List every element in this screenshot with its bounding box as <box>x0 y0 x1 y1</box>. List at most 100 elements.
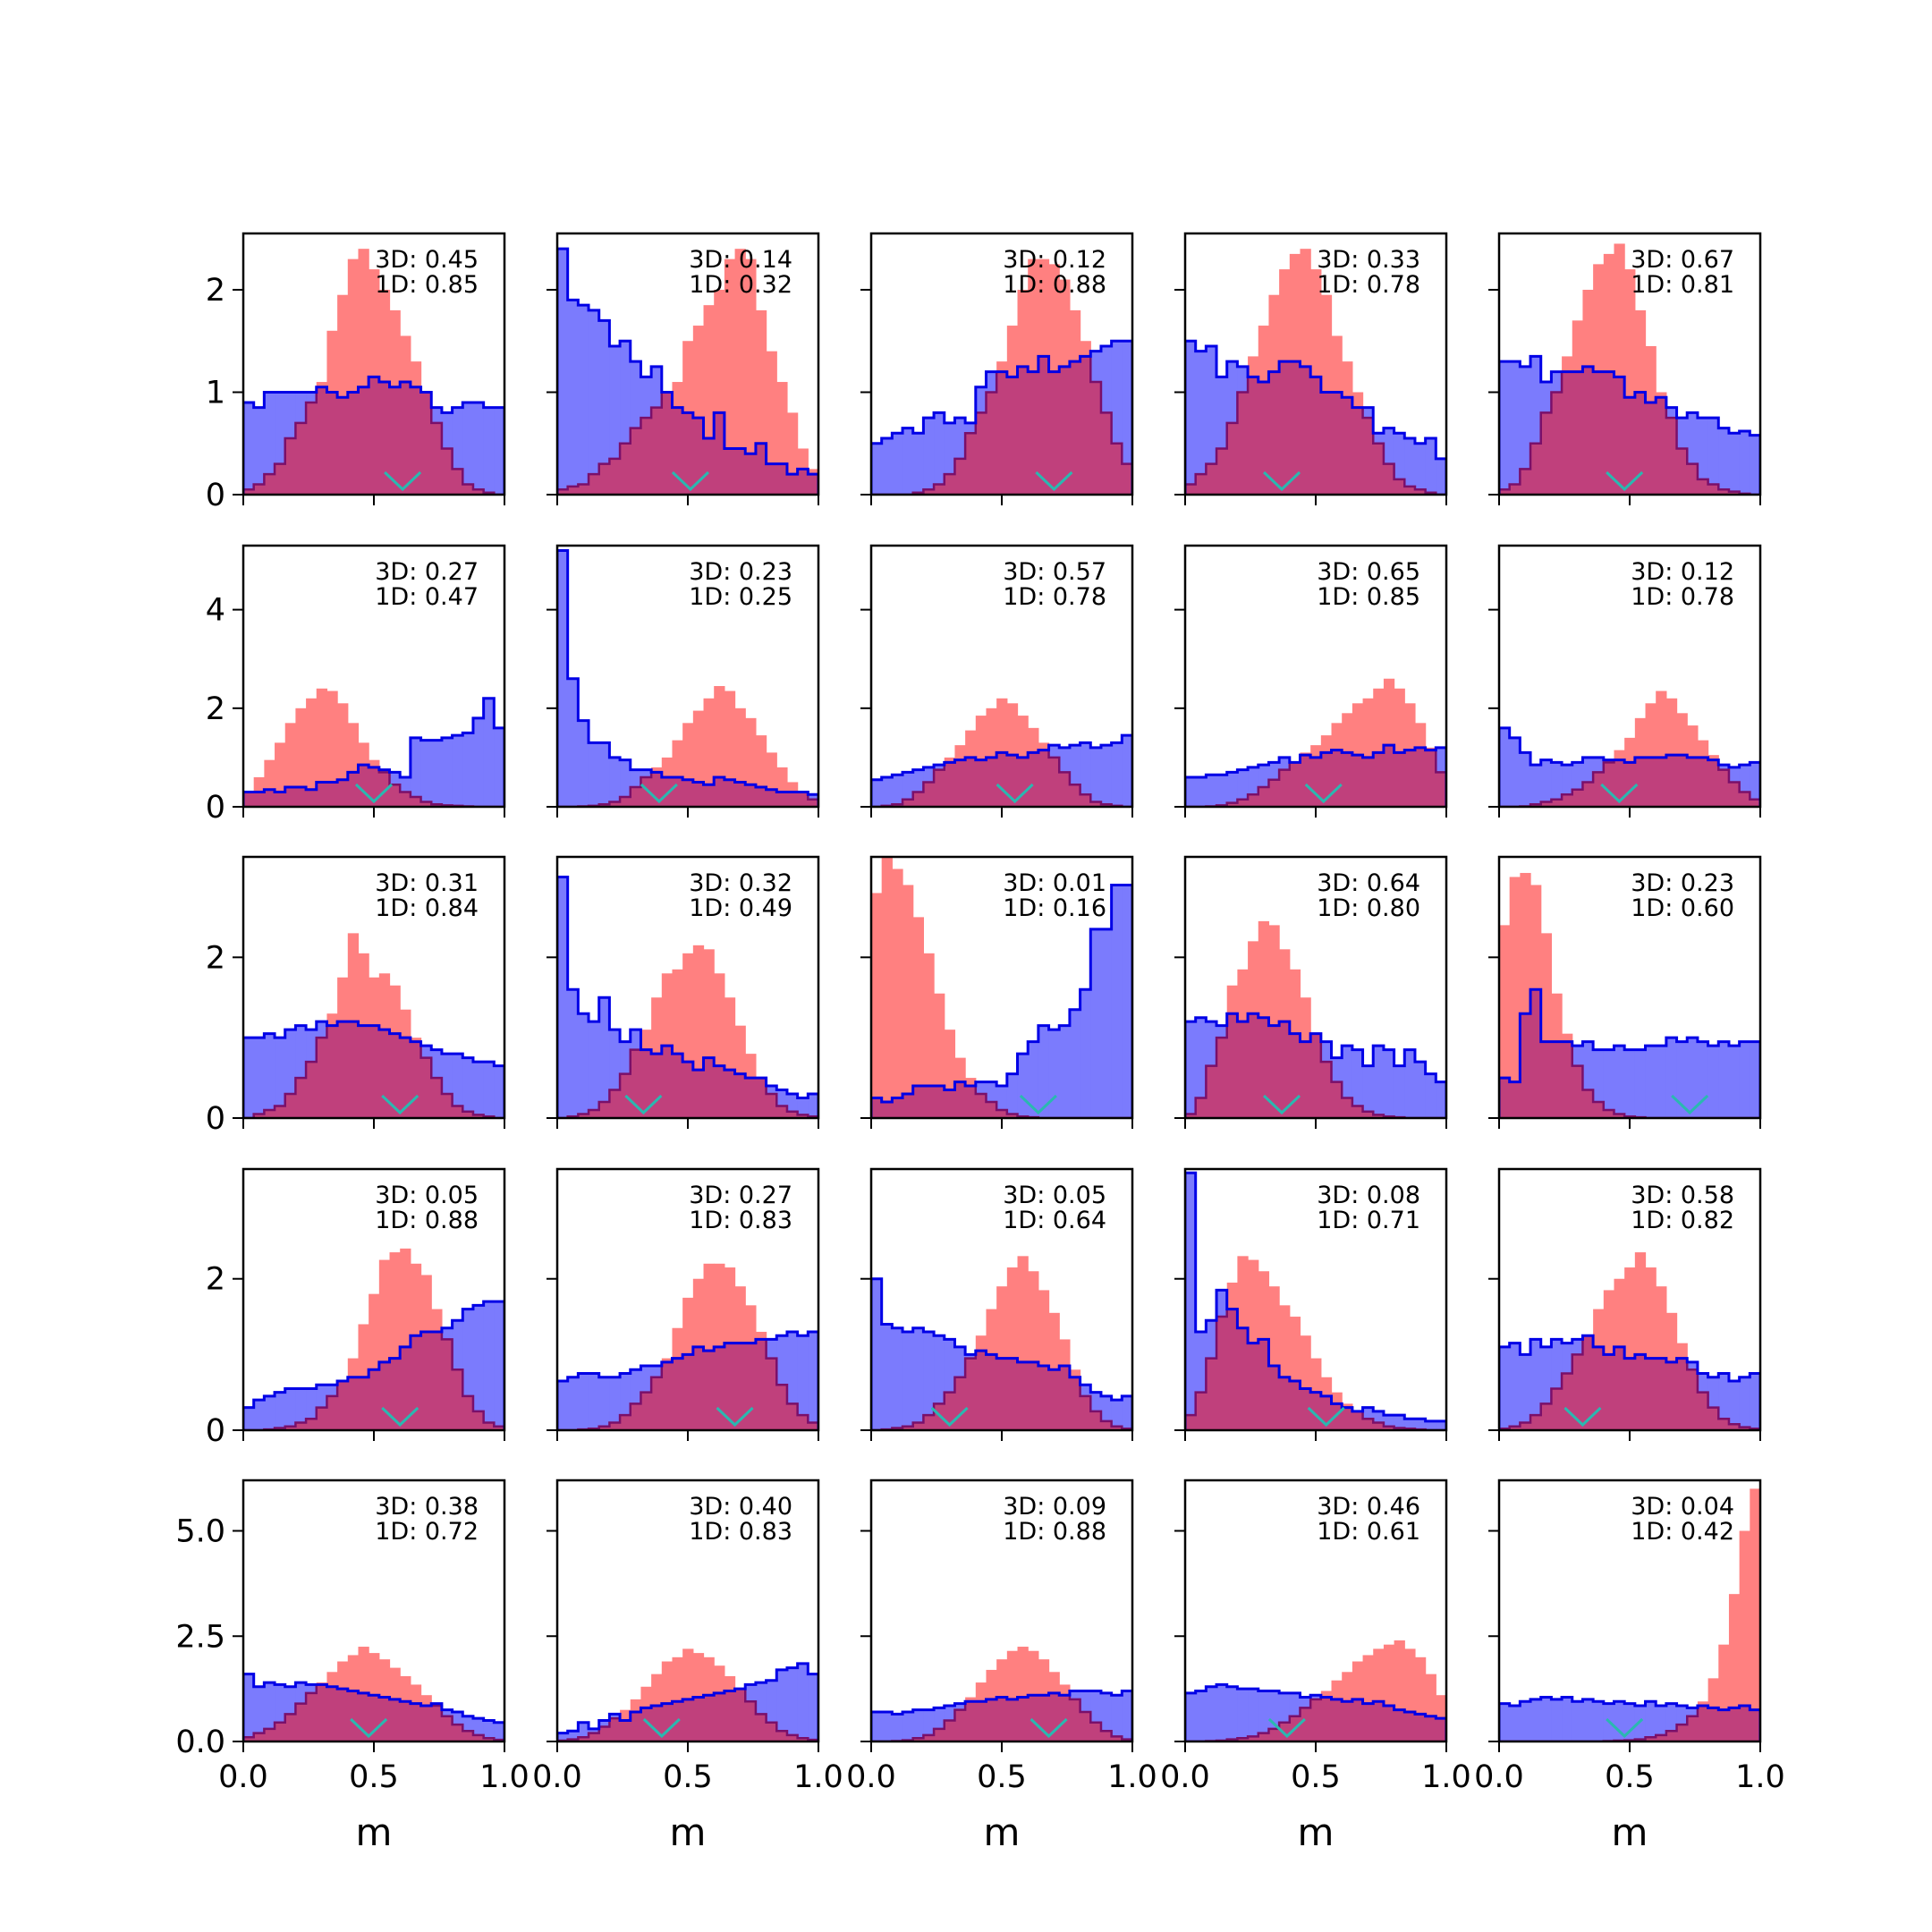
red-bar <box>620 1709 631 1721</box>
overlap-bar <box>1342 1097 1353 1118</box>
blue-bar <box>1687 412 1699 464</box>
annotation-3d: 3D: 0.14 <box>689 246 792 274</box>
blue-step-line <box>871 1689 1132 1741</box>
overlap-bar <box>724 1690 736 1741</box>
blue-bar <box>284 1030 296 1095</box>
blue-bar <box>1665 1703 1678 1732</box>
annotation-3d: 3D: 0.67 <box>1631 246 1734 274</box>
red-bar <box>724 258 736 449</box>
overlap-bar <box>420 392 432 495</box>
red-bar <box>734 1286 746 1343</box>
overlap-bar <box>1718 769 1730 807</box>
blue-bar <box>892 775 903 805</box>
annotation-3d: 3D: 0.01 <box>1003 869 1106 897</box>
blue-bar <box>1520 1701 1531 1741</box>
overlap-bar <box>1665 1361 1678 1430</box>
annotation-3d: 3D: 0.46 <box>1317 1493 1420 1521</box>
overlap-bar <box>1279 769 1291 807</box>
blue-bar <box>452 1320 463 1370</box>
blue-bar <box>483 407 495 493</box>
y-tick-label: 2.5 <box>175 1619 225 1655</box>
overlap-bar <box>1750 799 1760 807</box>
overlap-bar <box>902 1094 914 1118</box>
overlap-bar <box>462 1731 474 1741</box>
blue-bar <box>892 1714 903 1741</box>
blue-bar <box>494 407 504 495</box>
blue-bar <box>975 386 987 413</box>
blue-bar <box>1551 1699 1563 1741</box>
overlap-bar <box>1634 1354 1647 1430</box>
blue-bar <box>578 720 589 807</box>
red-bar <box>1362 698 1374 758</box>
red-bar <box>1059 279 1071 367</box>
overlap-bar <box>776 1731 788 1741</box>
blue-bar <box>1100 345 1113 413</box>
overlap-bar <box>1342 397 1353 495</box>
red-bar <box>724 1676 736 1691</box>
overlap-bar <box>264 1728 275 1741</box>
overlap-bar <box>1059 1366 1071 1430</box>
overlap-bar <box>347 1021 360 1118</box>
overlap-bar <box>776 792 788 807</box>
blue-bar <box>494 1722 504 1741</box>
blue-bar <box>243 1674 255 1738</box>
panel-plot-area <box>243 249 504 495</box>
red-bar <box>1624 1267 1636 1359</box>
red-bar <box>1383 678 1395 746</box>
red-bar <box>420 1695 432 1706</box>
blue-bar <box>651 366 663 408</box>
blue-bar <box>441 1054 453 1095</box>
overlap-bar <box>462 1111 474 1118</box>
blue-bar <box>1248 767 1259 795</box>
overlap-bar <box>1509 1081 1521 1118</box>
blue-bar <box>871 443 883 495</box>
overlap-bar <box>483 1422 495 1430</box>
overlap-bar <box>755 786 767 807</box>
overlap-bar <box>1656 397 1667 495</box>
red-bar <box>1665 1312 1678 1362</box>
red-bar <box>400 1009 411 1038</box>
overlap-bar <box>431 422 443 495</box>
annotation-1d: 1D: 0.82 <box>1631 1207 1734 1234</box>
red-bar <box>1530 885 1542 990</box>
annotation-3d: 3D: 0.09 <box>1003 1493 1106 1521</box>
blue-bar <box>871 1278 883 1430</box>
overlap-bar <box>472 489 485 495</box>
blue-bar <box>965 1354 977 1359</box>
blue-bar <box>1279 757 1291 770</box>
blue-bar <box>1540 1346 1552 1404</box>
red-bar <box>1436 1695 1446 1719</box>
red-bar <box>369 1653 380 1696</box>
x-tick-label: 0.5 <box>1291 1759 1341 1795</box>
red-bar <box>661 757 674 777</box>
blue-bar <box>441 1709 453 1716</box>
x-tick-label: 0.5 <box>663 1759 713 1795</box>
blue-bar <box>264 1682 275 1729</box>
blue-bar <box>284 1388 296 1427</box>
blue-bar <box>996 1086 1008 1111</box>
overlap-bar <box>1028 1361 1039 1430</box>
overlap-bar <box>1331 1081 1343 1118</box>
red-bar <box>996 1286 1008 1359</box>
red-bar <box>745 258 757 454</box>
red-bar <box>672 1327 683 1359</box>
overlap-bar <box>389 1033 401 1118</box>
blue-bar <box>1279 1692 1291 1723</box>
overlap-bar <box>1530 989 1542 1118</box>
overlap-bar <box>1383 1705 1395 1741</box>
panel-plot-area <box>871 1256 1132 1430</box>
overlap-bar <box>1707 759 1719 807</box>
blue-bar <box>1206 345 1217 464</box>
blue-bar <box>786 1667 799 1735</box>
red-bar <box>337 977 349 1022</box>
marker-v <box>1606 1717 1644 1739</box>
overlap-bar <box>1331 750 1343 807</box>
overlap-bar <box>1603 1110 1615 1118</box>
blue-bar <box>1258 1690 1270 1733</box>
overlap-bar <box>1006 377 1019 495</box>
annotation-3d: 3D: 0.04 <box>1631 1493 1734 1521</box>
overlap-bar <box>1728 782 1741 807</box>
blue-bar <box>912 769 924 792</box>
marker-v <box>350 1717 388 1739</box>
red-bar <box>1634 717 1647 758</box>
